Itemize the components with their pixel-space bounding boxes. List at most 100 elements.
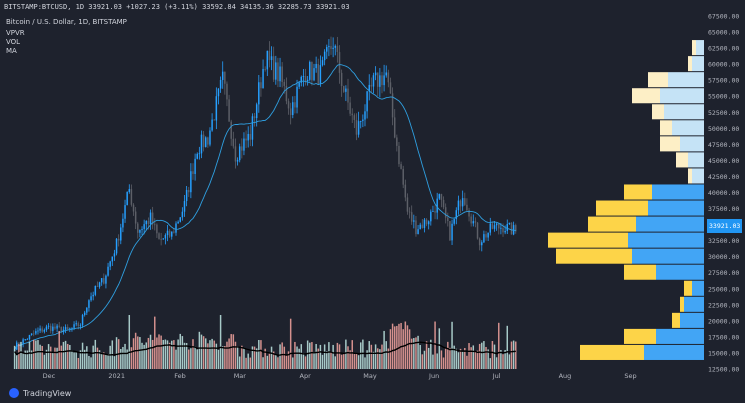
volume-bar [103,352,105,369]
volume-bar [489,358,492,369]
candle-body [115,238,118,254]
candle-body [464,198,466,205]
vp-bar-down [588,216,636,232]
volume-bar [145,342,148,369]
volume-bar [107,354,109,369]
volume-bar [56,347,58,369]
candle-body [336,45,339,53]
vp-bar-down [676,152,688,168]
candle-body [359,121,362,122]
volume-bar [245,357,247,369]
candle-body [130,189,133,205]
x-tick-label: Mar [234,372,247,380]
volume-bar [355,352,358,369]
volume-bar [73,352,75,369]
candle-body [39,328,41,331]
candle-body [75,323,77,325]
candle-body [164,235,167,239]
volume-bar [351,340,353,369]
chart-title: Bitcoin / U.S. Dollar, 1D, BITSTAMP [6,18,127,26]
candle-body [442,199,445,208]
y-tick-label: 40000.00 [708,189,739,197]
volume-bar [434,321,436,369]
volume-bar [438,328,441,369]
candle-body [408,211,411,213]
volume-bar [13,345,16,369]
y-axis[interactable]: 12500.00 15000.00 17500.00 20000.00 22500.00… [708,13,739,374]
volume-bar [15,353,18,369]
x-axis[interactable]: Dec 2021 Feb Mar Apr May Jun Jul Aug Sep [43,372,637,380]
candle-body [187,189,190,193]
candle-body [81,314,84,326]
volume-bar [20,341,22,369]
candle-body [204,137,207,147]
volume-bar [251,346,254,369]
candle-body [510,222,513,235]
volume-bar [498,322,500,369]
indicator-ma[interactable]: MA [6,47,17,55]
x-tick-label: Aug [559,372,572,380]
candle-body [241,146,243,151]
volume-bar [302,353,305,369]
candle-body [277,62,279,82]
indicator-vol[interactable]: VOL [6,38,20,46]
candle-body [313,68,315,81]
vp-bar-down [692,40,696,56]
volume-bar [75,352,77,369]
volume-bar [200,334,203,369]
candle-body [391,93,394,118]
volume-bar [474,352,477,369]
volume-bar [432,354,434,369]
candle-body [232,138,235,147]
vp-bar-up [656,328,704,344]
volume-bar [279,344,281,369]
volume-bar [449,347,451,369]
tradingview-logo[interactable]: TradingView [9,388,72,398]
candle-body [264,68,266,70]
volume-bar [298,348,300,369]
vp-bar-up [692,168,704,184]
volume-bar [130,347,133,369]
volume-bar [353,353,356,369]
volume-bar [96,347,99,369]
candle-body [311,61,313,81]
candle-body [35,331,37,334]
volume-bar [81,342,84,369]
candle-body [368,84,370,92]
candle-body [168,230,171,237]
candle-body [43,329,46,332]
candle-body [200,134,203,154]
volume-bar [423,350,426,369]
volume-bar [236,346,239,369]
volume-bar [419,344,421,369]
volume-bar [90,357,92,369]
candle-body [238,146,241,161]
volume-bar [311,342,313,369]
volume-bar [487,349,489,369]
candle-body [302,76,305,77]
indicator-vpvr[interactable]: VPVR [6,29,25,37]
y-tick-label: 20000.00 [708,317,739,325]
candle-body [54,326,56,329]
volume-bar [485,346,487,369]
candle-body [22,339,24,345]
vp-bar-down [660,120,672,136]
vp-bar-up [696,40,704,56]
candle-body [149,212,152,224]
candle-body [483,234,485,243]
volume-bar [442,357,445,369]
volume-bar [447,341,449,369]
candle-body [202,134,205,147]
volume-bar [349,350,351,369]
candle-body [45,326,48,330]
volume-bar [413,338,415,369]
volume-bar [510,341,513,369]
candle-body [385,72,387,76]
candle-body [109,261,111,267]
candle-body [217,88,220,97]
candle-body [498,223,500,229]
vp-bar-down [688,56,692,72]
volume-bar [213,340,215,369]
volume-bar [444,348,447,369]
